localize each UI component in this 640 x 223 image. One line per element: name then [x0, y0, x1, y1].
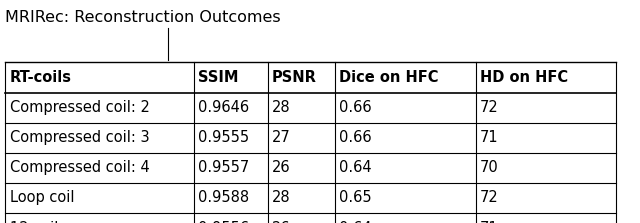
Text: 0.65: 0.65 [339, 190, 372, 205]
Text: 28: 28 [272, 100, 291, 115]
Text: SSIM: SSIM [198, 70, 239, 85]
Text: 28: 28 [272, 190, 291, 205]
Text: 0.9556: 0.9556 [198, 221, 250, 223]
Text: Compressed coil: 3: Compressed coil: 3 [10, 130, 149, 145]
Text: 27: 27 [272, 130, 291, 145]
Text: Compressed coil: 4: Compressed coil: 4 [10, 160, 149, 175]
Text: Dice on HFC: Dice on HFC [339, 70, 438, 85]
Text: PSNR: PSNR [272, 70, 317, 85]
Text: 0.9557: 0.9557 [198, 160, 250, 175]
Text: 70: 70 [480, 160, 499, 175]
Text: Loop coil: Loop coil [10, 190, 74, 205]
Text: 12 coils: 12 coils [10, 221, 66, 223]
Text: 71: 71 [480, 221, 499, 223]
Text: Compressed coil: 2: Compressed coil: 2 [10, 100, 150, 115]
Text: 72: 72 [480, 100, 499, 115]
Text: 0.64: 0.64 [339, 160, 372, 175]
Text: 0.9555: 0.9555 [198, 130, 250, 145]
Text: 0.9646: 0.9646 [198, 100, 250, 115]
Text: 26: 26 [272, 160, 291, 175]
Text: 72: 72 [480, 190, 499, 205]
Text: 0.64: 0.64 [339, 221, 372, 223]
Text: RT-coils: RT-coils [10, 70, 72, 85]
Text: MRIRec: Reconstruction Outcomes: MRIRec: Reconstruction Outcomes [5, 10, 281, 25]
Text: 0.66: 0.66 [339, 130, 372, 145]
Text: 0.66: 0.66 [339, 100, 372, 115]
Text: HD on HFC: HD on HFC [480, 70, 568, 85]
Text: 71: 71 [480, 130, 499, 145]
Text: 26: 26 [272, 221, 291, 223]
Text: 0.9588: 0.9588 [198, 190, 250, 205]
